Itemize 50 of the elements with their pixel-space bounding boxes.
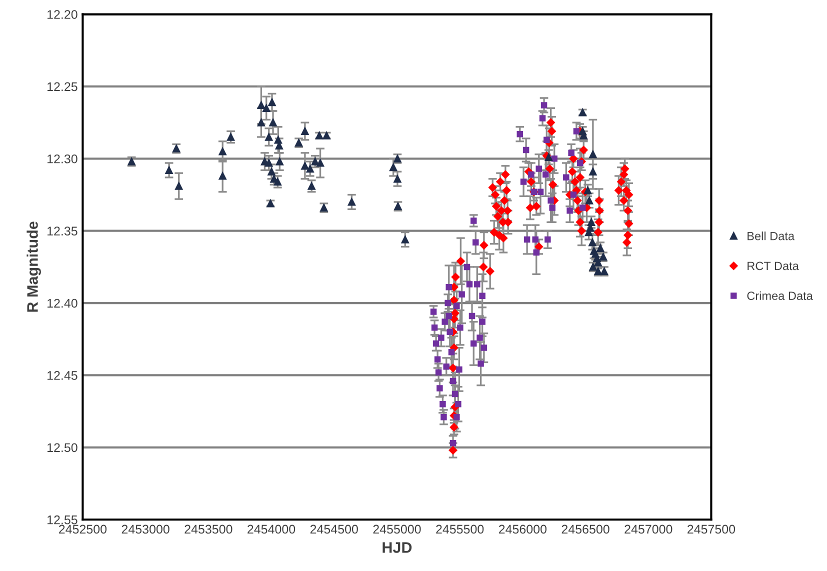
y-tick-label: 12.25 [48, 82, 78, 92]
y-tick-label: 12.50 [48, 443, 78, 452]
legend-label: RCT Data [748, 262, 799, 270]
point [262, 104, 270, 112]
point [589, 168, 597, 176]
point [394, 175, 402, 183]
point [311, 158, 319, 166]
point [265, 133, 273, 141]
x-tick-label: 2456000 [498, 524, 547, 534]
point [401, 236, 409, 244]
point [389, 164, 398, 172]
point [316, 159, 324, 167]
point [226, 133, 235, 141]
point [301, 127, 309, 136]
x-tick-label: 2455500 [436, 524, 484, 534]
point [301, 162, 309, 170]
point [165, 166, 173, 174]
point [218, 148, 226, 156]
x-tick-label: 2455000 [373, 524, 421, 534]
point [265, 159, 273, 167]
point [218, 172, 226, 180]
y-tick-label: 12.30 [48, 154, 78, 164]
x-tick-label: 2454000 [248, 524, 296, 534]
point [257, 101, 266, 110]
y-axis-title: R Magnitude [26, 222, 42, 312]
point [175, 182, 183, 190]
point [274, 136, 282, 144]
x-tick-label: 2457500 [688, 524, 736, 534]
point [269, 118, 277, 126]
point [268, 168, 276, 176]
x-tick-label: 2452500 [59, 524, 107, 534]
y-tick-label: 12.40 [48, 298, 78, 308]
y-tick-label: 12.35 [48, 226, 78, 236]
x-tick-label: 2454500 [310, 524, 358, 534]
point [268, 98, 276, 106]
point [276, 158, 284, 166]
x-axis-title: HJD [382, 542, 412, 553]
legend-label: Bell Data [748, 232, 795, 240]
point [348, 198, 356, 206]
point [589, 150, 597, 158]
x-tick-label: 2453000 [122, 524, 170, 534]
x-tick-label: 2456500 [562, 524, 610, 534]
y-tick-label: 12.55 [48, 515, 78, 524]
point [257, 118, 266, 126]
x-tick-label: 2453500 [184, 524, 232, 534]
point [306, 164, 314, 173]
y-tick-label: 12.45 [48, 371, 78, 380]
legend-label: Crimea Data [747, 291, 813, 300]
y-tick-label: 12.20 [48, 10, 78, 19]
x-tick-label: 2457000 [624, 524, 672, 534]
